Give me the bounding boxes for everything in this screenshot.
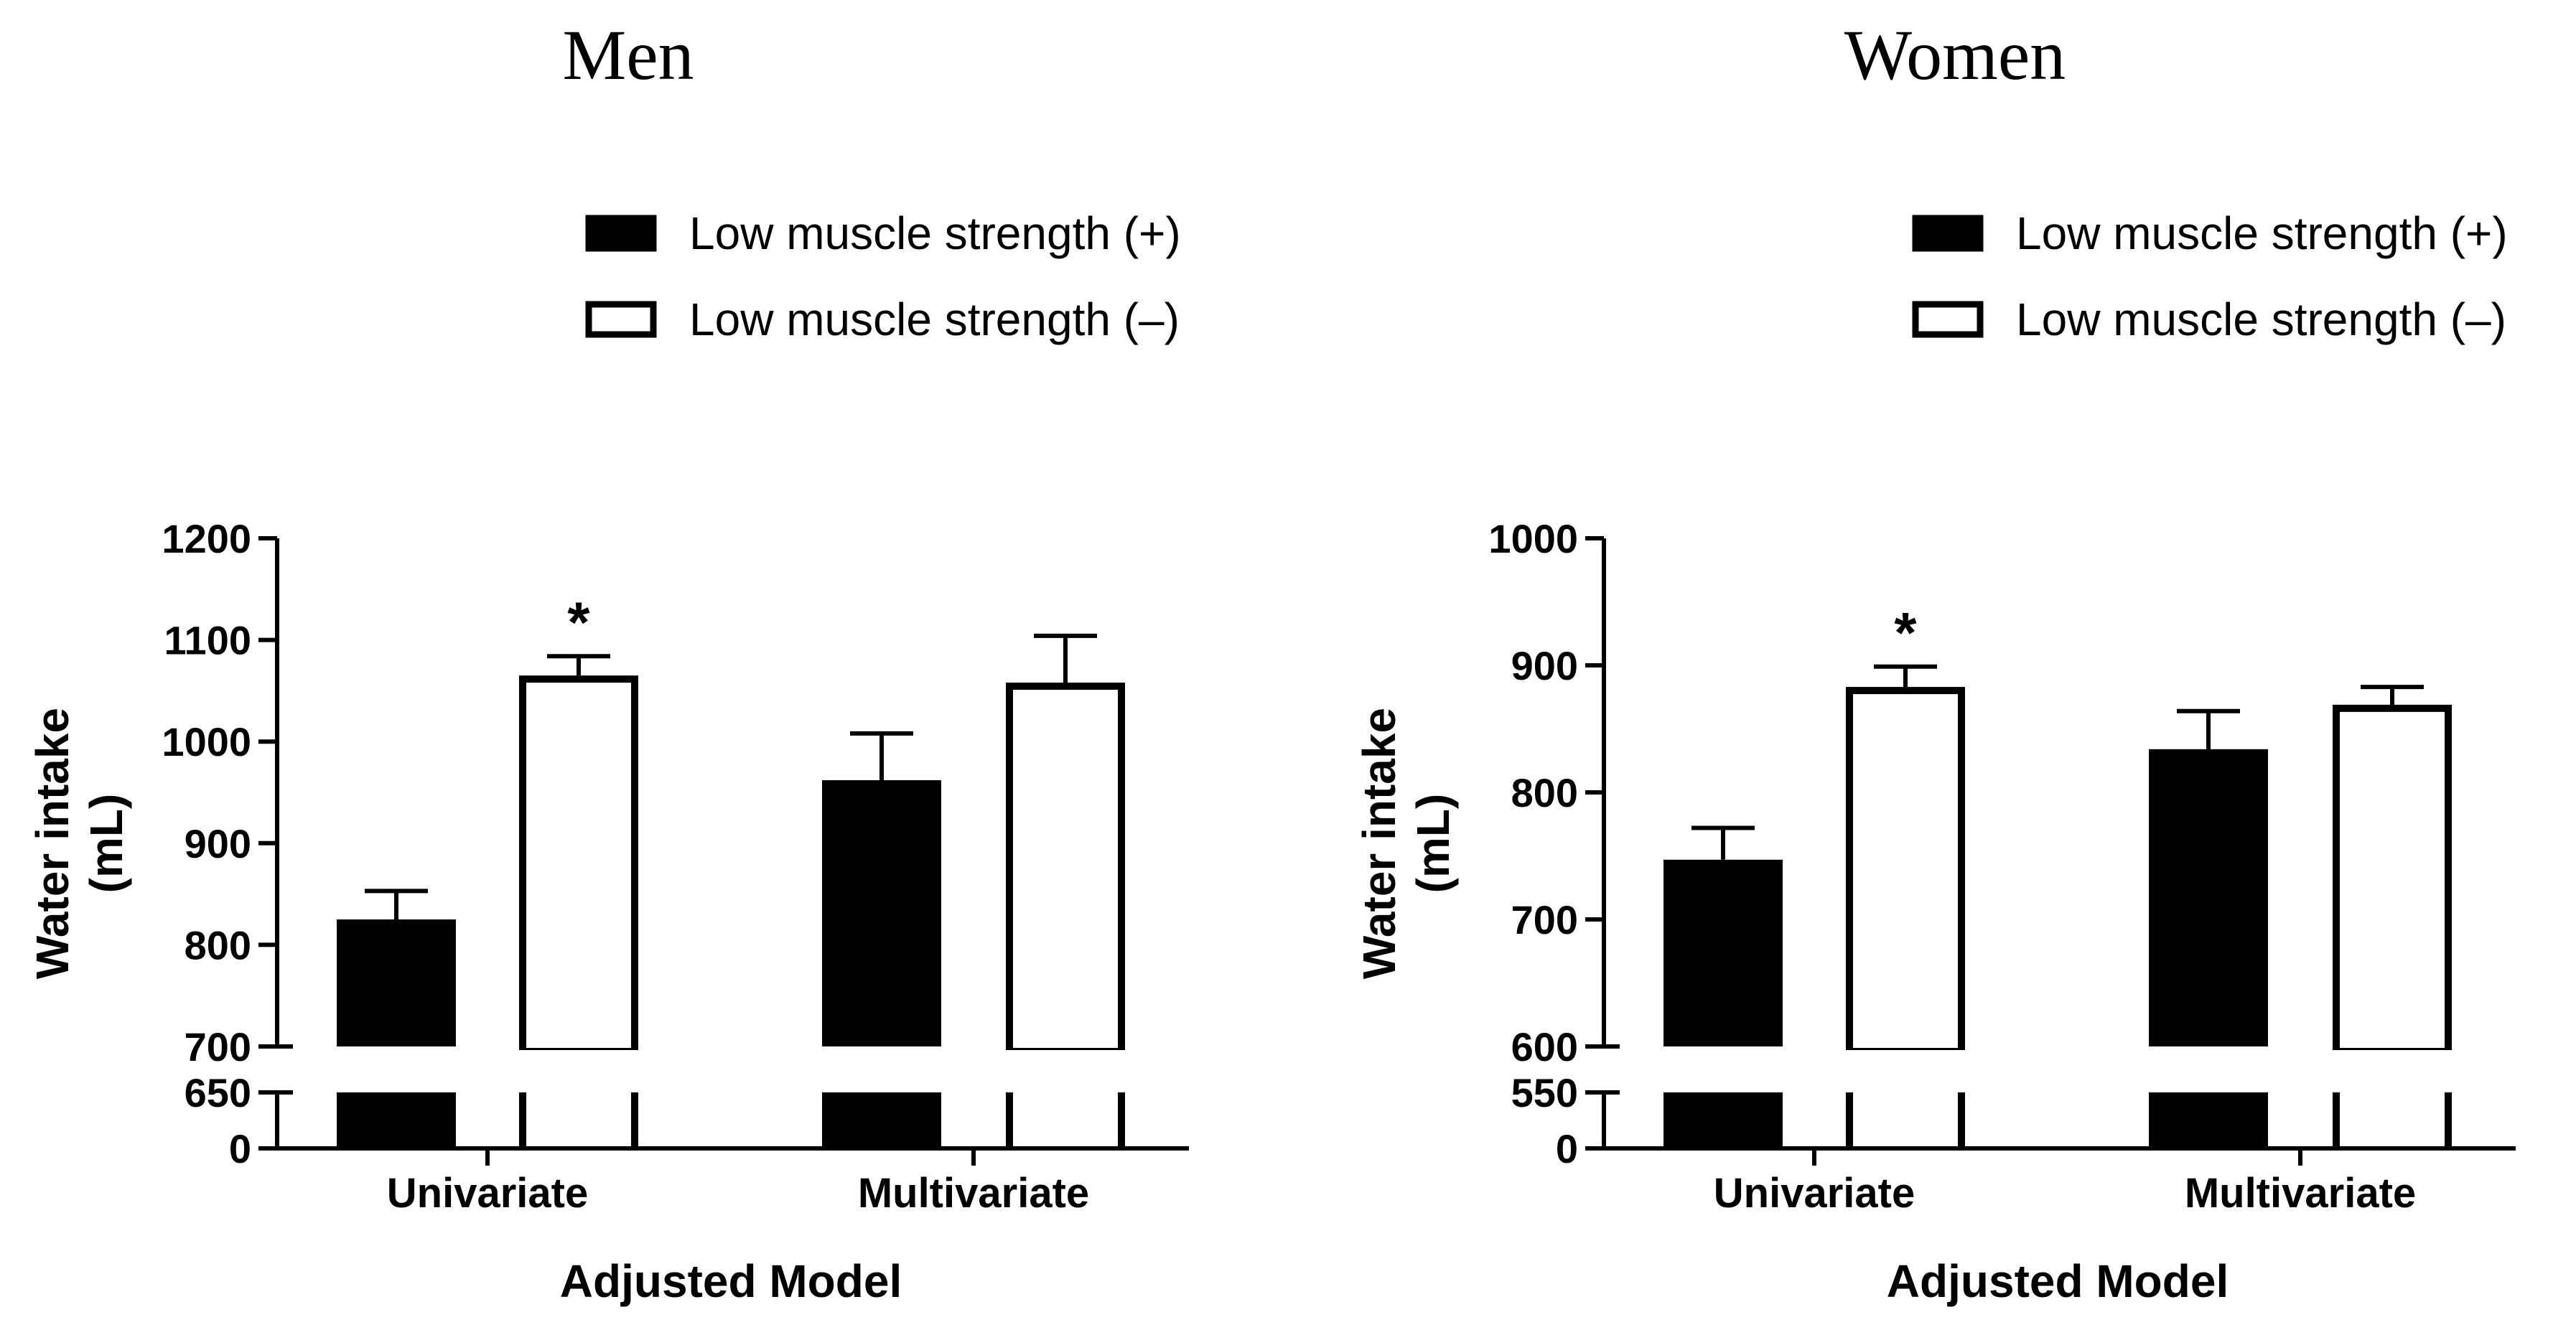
chart-0-legend-swatch-0 bbox=[585, 215, 657, 252]
chart-1-significance-marker-0: * bbox=[1894, 601, 1917, 665]
chart-1-legend-label-1: Low muscle strength (–) bbox=[2016, 294, 2506, 345]
chart-0-bar-0-0 bbox=[337, 919, 456, 1046]
chart-0-bar-1-0 bbox=[822, 780, 941, 1046]
chart-0-category-label-0: Univariate bbox=[387, 1170, 588, 1217]
chart-0-bar-1-1 bbox=[1006, 683, 1125, 1051]
chart-1-bar-0-1 bbox=[1846, 687, 1965, 1051]
chart-0-legend-swatch-1 bbox=[585, 301, 657, 338]
chart-0-ytick-label-upper-0: 700 bbox=[185, 1024, 251, 1069]
chart-0-bar-lower-1-0 bbox=[822, 1092, 941, 1148]
chart-0-category-label-1: Multivariate bbox=[858, 1170, 1089, 1217]
chart-0-ytick-label-lower-0: 0 bbox=[229, 1126, 251, 1171]
chart-1-category-label-1: Multivariate bbox=[2185, 1170, 2416, 1217]
chart-0-bar-lower-0-0 bbox=[337, 1092, 456, 1148]
chart-1-y-axis-title-line-1: (mL) bbox=[1407, 794, 1459, 894]
chart-1-ytick-label-upper-3: 900 bbox=[1511, 643, 1578, 688]
chart-1-category-label-0: Univariate bbox=[1714, 1170, 1915, 1217]
chart-1-bar-gap-mask-0-1 bbox=[1853, 1041, 1958, 1048]
chart-1-ytick-label-upper-4: 1000 bbox=[1488, 516, 1578, 561]
chart-0-significance-marker-0: * bbox=[567, 590, 590, 654]
chart-0-ytick-label-upper-5: 1200 bbox=[162, 516, 251, 561]
chart-0-bar-0-1 bbox=[519, 675, 638, 1050]
chart-1-bar-lower-1-0 bbox=[2149, 1092, 2268, 1148]
chart-0-title: Men bbox=[562, 15, 694, 95]
chart-0-bar-gap-mask-1-1 bbox=[1013, 1041, 1118, 1048]
chart-1-bar-lower-0-0 bbox=[1663, 1092, 1783, 1148]
chart-1-bar-0-0 bbox=[1663, 859, 1783, 1046]
chart-1-ytick-label-upper-1: 700 bbox=[1511, 897, 1578, 942]
chart-1-legend-label-0: Low muscle strength (+) bbox=[2016, 207, 2508, 259]
chart-0-x-axis-title: Adjusted Model bbox=[560, 1255, 902, 1307]
chart-0-ytick-label-upper-3: 1000 bbox=[162, 719, 251, 764]
chart-1-bar-gap-mask-1-1 bbox=[2340, 1041, 2445, 1048]
chart-0-legend-label-1: Low muscle strength (–) bbox=[689, 294, 1180, 345]
chart-1-x-axis-title: Adjusted Model bbox=[1887, 1255, 2229, 1307]
chart-1-ytick-label-upper-2: 800 bbox=[1511, 770, 1578, 815]
chart-1-legend-swatch-1 bbox=[1912, 301, 1984, 338]
chart-0-ytick-label-upper-2: 900 bbox=[185, 821, 251, 866]
chart-1-legend-swatch-0 bbox=[1912, 215, 1984, 252]
chart-1-ytick-label-lower-1: 550 bbox=[1511, 1070, 1578, 1115]
chart-1-bar-1-1 bbox=[2333, 704, 2452, 1050]
chart-0-y-axis-title-line-0: Water intake bbox=[27, 708, 78, 979]
chart-0-ytick-label-lower-1: 650 bbox=[185, 1070, 251, 1115]
chart-1-bar-1-0 bbox=[2149, 749, 2268, 1046]
chart-0-bar-gap-mask-0-1 bbox=[526, 1041, 631, 1048]
chart-1-title: Women bbox=[1844, 15, 2066, 95]
chart-1-ytick-label-upper-0: 600 bbox=[1511, 1024, 1578, 1069]
chart-1-ytick-label-lower-0: 0 bbox=[1556, 1126, 1578, 1171]
chart-1-y-axis-title-line-0: Water intake bbox=[1353, 708, 1405, 979]
women-panel: Women Low muscle strength (+) Low muscle s… bbox=[1353, 15, 2516, 1307]
chart-0-legend-label-0: Low muscle strength (+) bbox=[689, 207, 1181, 259]
chart-0-ytick-label-upper-4: 1100 bbox=[164, 618, 252, 663]
chart-0-y-axis-title-line-1: (mL) bbox=[80, 794, 132, 894]
men-panel: Men Low muscle strength (+) Low muscle str… bbox=[27, 15, 1189, 1307]
chart-0-ytick-label-upper-1: 800 bbox=[185, 922, 251, 968]
